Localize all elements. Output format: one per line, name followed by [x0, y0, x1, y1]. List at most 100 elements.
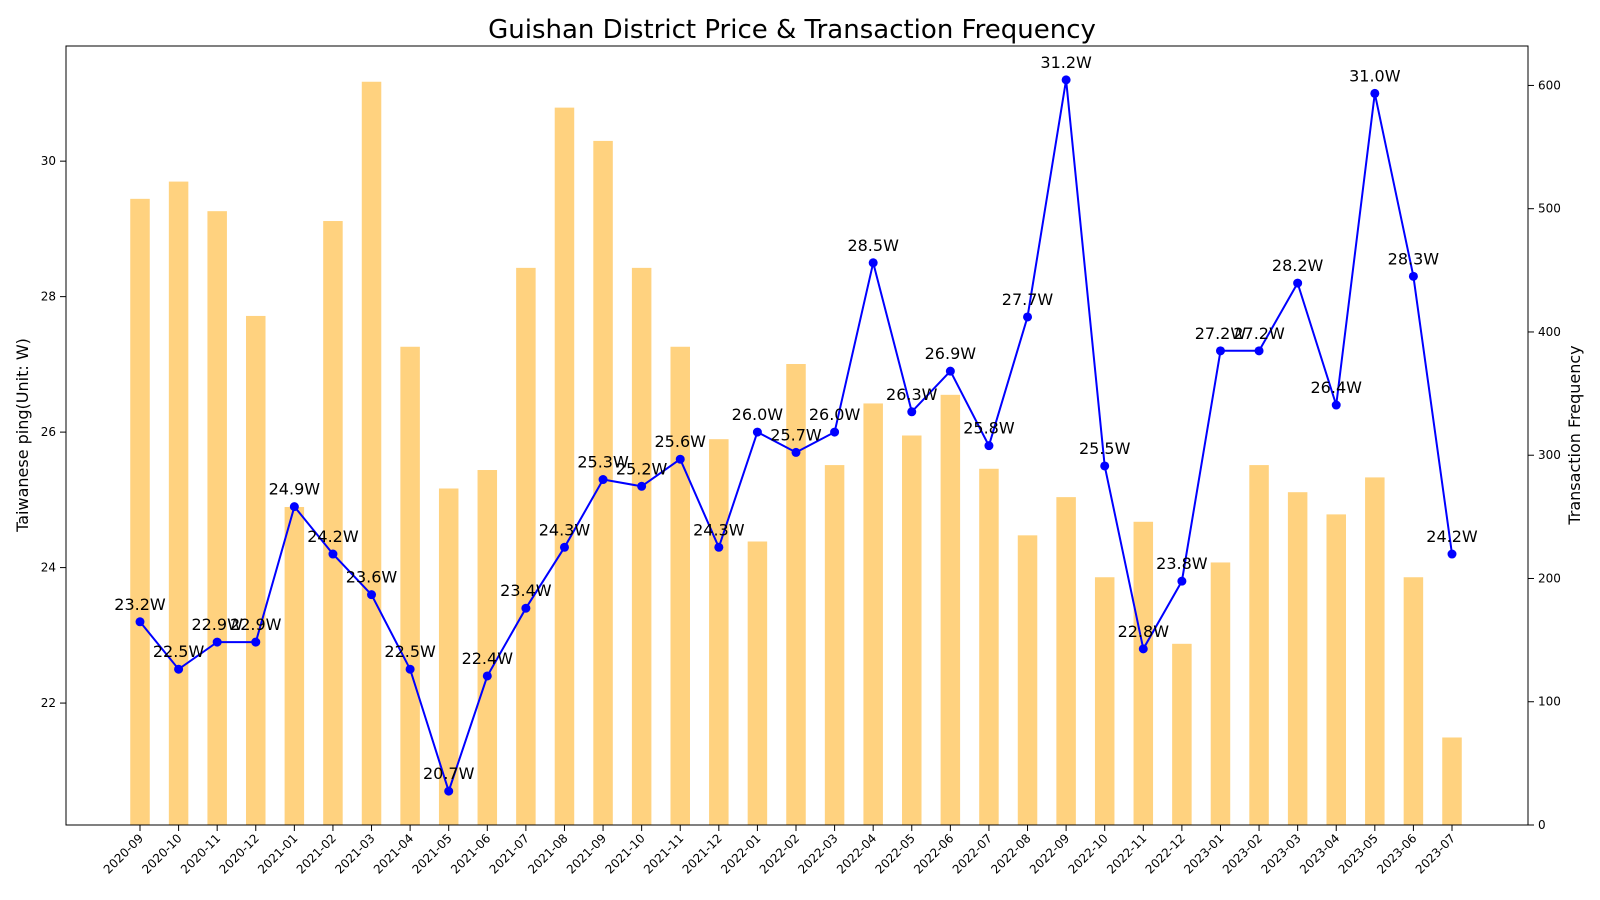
price-data-label: 31.0W	[1349, 66, 1401, 85]
price-point	[289, 502, 299, 512]
price-data-label: 20.7W	[423, 764, 475, 783]
frequency-bar	[1017, 535, 1038, 825]
price-point	[675, 454, 685, 464]
right-axis-label: Transaction Frequency	[1565, 345, 1584, 525]
left-tick-label: 26	[41, 425, 56, 439]
chart-title: Guishan District Price & Transaction Fre…	[488, 15, 1096, 45]
x-tick-label: 2020-09	[101, 831, 146, 876]
frequency-bar	[709, 439, 729, 825]
price-data-label: 25.6W	[655, 432, 707, 451]
frequency-bars	[130, 81, 1462, 826]
price-data-label: 28.5W	[847, 236, 899, 255]
price-data-label: 22.5W	[384, 642, 436, 661]
frequency-bar	[1403, 577, 1424, 825]
price-point	[945, 366, 955, 376]
price-data-label: 23.8W	[1156, 554, 1208, 573]
x-tick-label: 2023-04	[1297, 831, 1342, 876]
frequency-bar	[284, 506, 305, 825]
price-data-label: 25.2W	[616, 459, 668, 478]
frequency-bar	[1172, 643, 1192, 825]
frequency-bar	[1442, 737, 1462, 825]
x-tick-label: 2020-11	[178, 831, 223, 876]
left-tick-label: 28	[41, 290, 56, 304]
frequency-bar	[516, 267, 536, 826]
frequency-bar	[863, 403, 883, 825]
frequency-bar	[477, 470, 498, 825]
x-tick-label: 2021-11	[641, 831, 686, 876]
left-tick-label: 24	[41, 561, 56, 575]
x-tick-label: 2023-07	[1413, 831, 1458, 876]
frequency-bar	[130, 198, 150, 825]
frequency-bar	[554, 107, 575, 825]
frequency-bar	[1287, 492, 1308, 825]
x-tick-label: 2021-05	[409, 831, 454, 876]
x-tick-label: 2021-08	[525, 831, 570, 876]
frequency-bar	[824, 465, 845, 825]
x-tick-label: 2021-01	[255, 831, 300, 876]
price-point	[907, 407, 917, 417]
frequency-bar	[1326, 514, 1346, 825]
price-data-label: 22.9W	[191, 615, 243, 634]
x-tick-label: 2022-12	[1143, 831, 1188, 876]
price-data-label: 24.3W	[693, 520, 745, 539]
price-point	[1370, 88, 1380, 98]
x-tick-label: 2021-06	[448, 831, 493, 876]
price-data-label: 27.7W	[1002, 290, 1054, 309]
price-point	[637, 481, 647, 491]
right-tick-label: 600	[1538, 78, 1561, 92]
x-tick-label: 2021-10	[602, 831, 647, 876]
x-tick-label: 2020-10	[139, 831, 184, 876]
frequency-bar	[786, 364, 806, 825]
right-tick-label: 200	[1538, 571, 1561, 585]
right-y-axis: 0 100 200 300 400 500 600	[1528, 78, 1561, 832]
frequency-bar	[361, 81, 382, 826]
frequency-bar	[207, 211, 227, 825]
price-point	[1061, 75, 1071, 85]
x-tick-label: 2021-09	[564, 831, 609, 876]
frequency-bar	[747, 541, 768, 825]
price-data-label: 22.5W	[153, 642, 205, 661]
price-point	[328, 549, 338, 559]
right-tick-label: 500	[1538, 202, 1561, 216]
price-point	[1177, 576, 1187, 586]
price-data-label: 31.2W	[1040, 53, 1092, 72]
frequency-bar	[1249, 465, 1269, 825]
x-tick-label: 2023-03	[1258, 831, 1303, 876]
price-data-label: 26.0W	[809, 405, 861, 424]
x-tick-label: 2021-04	[371, 831, 416, 876]
frequency-bar	[400, 346, 420, 825]
x-tick-label: 2022-04	[834, 831, 879, 876]
price-point	[791, 447, 801, 457]
price-data-label: 26.9W	[925, 344, 977, 363]
frequency-bar	[670, 346, 690, 825]
price-data-label: 23.2W	[114, 595, 166, 614]
price-point	[1254, 346, 1264, 356]
price-data-label: 25.7W	[770, 425, 822, 444]
frequency-bar	[979, 468, 999, 825]
price-point	[482, 671, 492, 681]
x-tick-label: 2021-07	[487, 831, 532, 876]
x-tick-label: 2022-11	[1104, 831, 1149, 876]
price-point	[1138, 644, 1148, 654]
price-point	[1100, 461, 1110, 471]
x-tick-label: 2022-02	[757, 831, 802, 876]
x-tick-label: 2023-02	[1220, 831, 1265, 876]
x-tick-label: 2021-03	[332, 831, 377, 876]
x-tick-label: 2023-01	[1181, 831, 1226, 876]
frequency-bar	[1133, 521, 1154, 825]
right-tick-label: 300	[1538, 448, 1561, 462]
price-data-label: 23.4W	[500, 581, 552, 600]
frequency-bar	[902, 435, 922, 825]
price-data-label: 25.8W	[963, 419, 1015, 438]
x-tick-label: 2022-10	[1065, 831, 1110, 876]
price-data-label: 27.2W	[1195, 324, 1247, 343]
price-point	[174, 664, 184, 674]
price-point	[251, 637, 261, 647]
price-point	[752, 427, 762, 437]
x-tick-label: 2022-03	[795, 831, 840, 876]
price-point	[1215, 346, 1225, 356]
frequency-bar	[1210, 562, 1231, 825]
x-tick-label: 2020-12	[217, 831, 262, 876]
price-data-label: 22.4W	[462, 649, 514, 668]
